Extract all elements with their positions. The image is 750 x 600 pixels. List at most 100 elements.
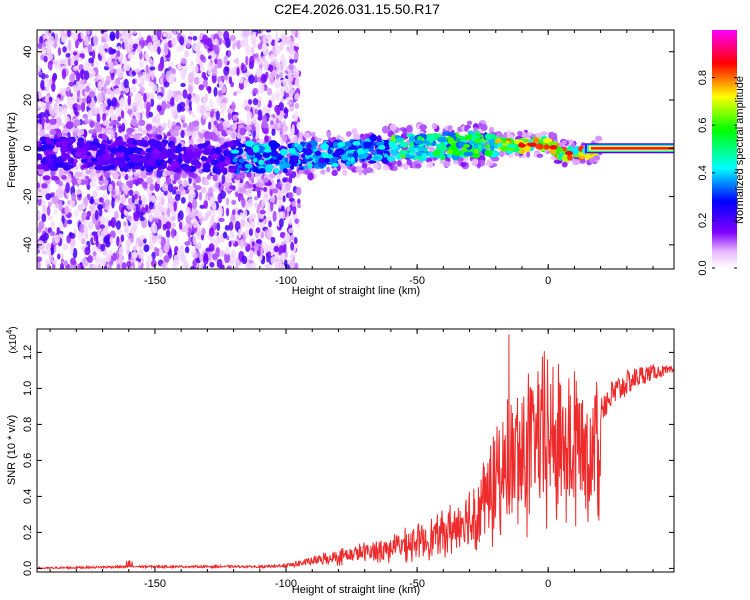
noise-speck: [57, 253, 61, 260]
tone-blob: [472, 152, 481, 159]
noise-speck: [102, 112, 107, 122]
noise-speck: [65, 52, 71, 58]
noise-speck: [138, 31, 142, 40]
noise-speck: [45, 83, 50, 93]
tone-blob: [167, 157, 173, 164]
noise-speck: [48, 96, 53, 102]
tone-halo: [428, 146, 435, 152]
noise-speck: [208, 187, 214, 195]
tone-blob: [238, 142, 243, 148]
noise-speck: [47, 215, 54, 221]
noise-speck: [286, 101, 292, 106]
noise-speck: [248, 228, 254, 237]
tone-blob: [364, 152, 370, 157]
tone-halo: [351, 127, 358, 135]
noise-speck: [44, 95, 50, 103]
noise-speck: [167, 119, 171, 129]
noise-speck: [153, 208, 160, 219]
tone-halo: [94, 124, 103, 133]
noise-speck: [98, 207, 103, 217]
tone-halo: [74, 171, 83, 178]
tone-blob: [197, 143, 207, 149]
noise-speck: [165, 103, 172, 109]
tone-blob: [178, 152, 183, 158]
tone-blob: [500, 145, 508, 152]
noise-speck: [229, 254, 235, 265]
noise-speck: [260, 199, 266, 207]
noise-speck: [221, 85, 227, 94]
tone-halo: [42, 175, 51, 181]
noise-speck: [272, 210, 277, 222]
noise-speck: [218, 217, 225, 223]
noise-speck: [249, 262, 256, 269]
noise-speck: [72, 66, 79, 71]
noise-speck: [216, 58, 223, 69]
noise-speck: [194, 94, 200, 103]
noise-speck: [98, 197, 104, 203]
tone-halo: [373, 164, 381, 169]
noise-speck: [239, 212, 244, 218]
tone-blob: [432, 149, 442, 157]
tone-blob: [252, 144, 260, 153]
noise-speck: [100, 243, 106, 252]
noise-speck: [127, 95, 132, 106]
noise-speck: [196, 242, 202, 250]
tone-blob: [67, 157, 75, 165]
noise-speck: [68, 96, 74, 106]
noise-speck: [202, 34, 208, 45]
noise-speck: [72, 51, 78, 56]
tone-blob: [542, 138, 552, 143]
noise-speck: [294, 78, 300, 86]
noise-speck: [132, 30, 137, 35]
tone-halo: [269, 184, 274, 190]
noise-speck: [192, 218, 199, 229]
spectrogram-axes: -150 -100 -50 0 -40 -20 0 20 40: [22, 30, 674, 287]
noise-speck: [101, 54, 107, 64]
noise-speck: [100, 49, 106, 57]
tone-halo: [517, 130, 523, 137]
tone-blob: [337, 141, 346, 147]
noise-speck: [53, 209, 58, 216]
noise-speck: [289, 253, 295, 261]
noise-speck: [37, 42, 43, 50]
noise-speck: [163, 243, 170, 253]
snr-ytick-label: 1.2: [22, 345, 34, 360]
noise-speck: [81, 237, 86, 245]
noise-speck: [191, 99, 195, 104]
tone-halo: [218, 137, 226, 144]
tone-halo: [239, 127, 246, 136]
noise-speck: [296, 203, 302, 209]
tone-blob: [215, 148, 221, 155]
noise-speck: [253, 75, 258, 82]
noise-speck: [134, 193, 138, 200]
noise-speck: [251, 30, 258, 33]
tone-halo: [447, 125, 453, 130]
noise-speck: [190, 60, 194, 67]
spectrogram-xtick-label: -100: [275, 275, 297, 287]
noise-speck: [203, 180, 210, 186]
noise-speck: [37, 104, 41, 110]
noise-speck: [54, 59, 59, 70]
noise-speck: [58, 58, 65, 65]
tone-blob: [408, 135, 415, 144]
noise-speck: [77, 57, 83, 62]
noise-speck: [283, 259, 288, 267]
tone-halo: [415, 163, 422, 169]
noise-speck: [67, 58, 72, 67]
tone-blob: [37, 164, 44, 170]
tone-halo: [425, 157, 433, 163]
noise-speck: [294, 262, 299, 269]
noise-speck: [163, 254, 170, 263]
noise-speck: [222, 74, 229, 81]
noise-speck: [184, 50, 190, 58]
noise-speck: [99, 215, 105, 224]
tone-halo: [231, 131, 236, 140]
noise-speck: [202, 254, 209, 265]
noise-speck: [290, 30, 297, 36]
tone-blob: [96, 165, 105, 171]
noise-speck: [220, 102, 227, 112]
noise-speck: [232, 114, 238, 122]
tone-blob: [103, 153, 111, 162]
noise-speck: [187, 231, 191, 238]
tone-blob: [327, 148, 333, 155]
